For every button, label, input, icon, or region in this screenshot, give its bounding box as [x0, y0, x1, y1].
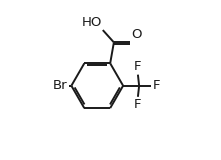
Text: HO: HO — [82, 16, 102, 29]
Text: O: O — [131, 28, 142, 41]
Text: F: F — [134, 60, 142, 73]
Text: Br: Br — [53, 79, 68, 92]
Text: F: F — [134, 98, 142, 111]
Text: F: F — [153, 79, 160, 92]
